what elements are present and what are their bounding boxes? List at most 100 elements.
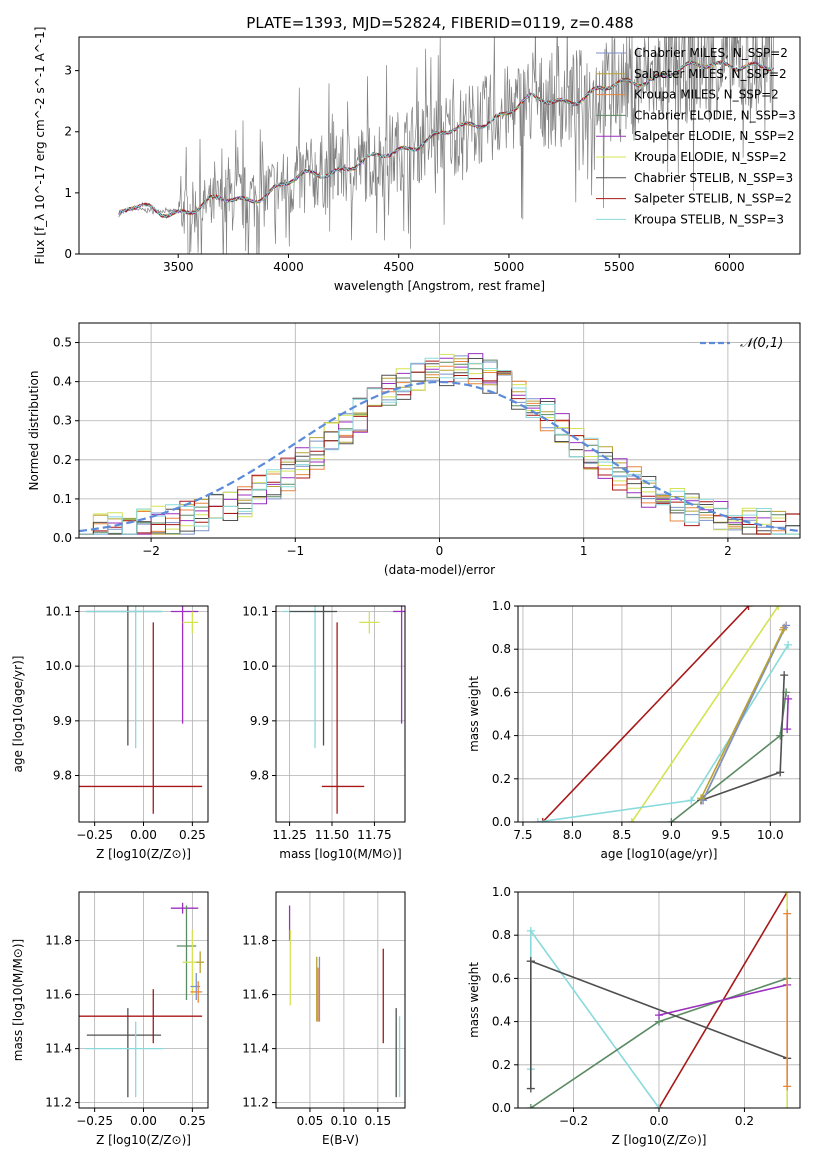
errorbar-point <box>282 606 333 749</box>
chart-age-vs-mass: 11.25 11.50 11.75 9.8 9.9 10.0 10.1 mass [log10… <box>242 579 406 861</box>
x-tick-label: 11.75 <box>357 828 391 842</box>
y-tick-label: 11.6 <box>45 988 72 1002</box>
chart-mass-vs-EBV: 0.05 0.10 0.15 11.2 11.4 11.6 11.8 E(B-V) <box>242 891 406 1147</box>
x-axis-label: E(B-V) <box>322 1133 359 1147</box>
weight-marker <box>526 1104 535 1108</box>
y-tick-label: 0.4 <box>492 729 511 743</box>
x-tick-label: −0.25 <box>76 828 113 842</box>
weight-marker <box>538 818 547 822</box>
x-tick-label: 0.00 <box>130 1114 157 1128</box>
y-tick-label: 0 <box>64 247 72 261</box>
errorbar-point <box>192 579 200 601</box>
legend-entry: Kroupa MILES, N_SSP=2 <box>634 88 779 102</box>
weight-marker <box>783 725 792 734</box>
weight-marker <box>526 926 535 935</box>
errorbar-point <box>190 981 203 1003</box>
y-tick-label: 0.2 <box>53 453 72 467</box>
x-tick-label: 0 <box>436 544 444 558</box>
plot-area <box>526 892 792 1108</box>
y-tick-label: 0.0 <box>492 1101 511 1115</box>
axes-frame <box>275 891 406 1109</box>
errorbar-point <box>393 606 405 724</box>
x-tick-label: 0.0 <box>649 1114 668 1128</box>
weight-marker <box>687 796 696 805</box>
y-tick-label: 11.2 <box>242 1096 269 1110</box>
legend-entry: 𝒩(0,1) <box>740 336 783 351</box>
x-tick-label: 8.0 <box>563 828 582 842</box>
weight-marker <box>783 1082 792 1091</box>
y-tick-label: 0.2 <box>492 1058 511 1072</box>
weight-marker <box>783 1104 792 1108</box>
errorbar-point <box>349 579 359 601</box>
legend-entry: Kroupa ELODIE, N_SSP=2 <box>634 150 787 164</box>
weight-marker <box>697 794 706 803</box>
errorbar-point <box>84 606 164 749</box>
chart-title: PLATE=1393, MJD=52824, FIBERID=0119, z=0… <box>246 14 633 32</box>
weight-marker <box>776 731 785 740</box>
y-tick-label: 10.0 <box>242 659 269 673</box>
y-tick-label: 10.0 <box>45 659 72 673</box>
y-axis-label: Flux [f_λ 10^-17 erg cm^-2 s^-1 A^-1] <box>33 27 47 265</box>
axes-frame <box>78 36 801 255</box>
errorbar-point <box>196 584 204 606</box>
plot-area <box>533 606 793 822</box>
errorbar-point <box>79 989 203 1044</box>
errorbar-point <box>196 951 205 973</box>
y-tick-label: 0.0 <box>53 531 72 545</box>
errorbar-point <box>79 622 203 814</box>
axes-frame <box>517 605 801 823</box>
x-tick-label: −2 <box>142 544 160 558</box>
weight-marker <box>783 892 792 896</box>
plot-area <box>288 905 401 1098</box>
data-spectrum <box>118 37 774 254</box>
x-axis-label: Z [log10(Z/Z⊙)] <box>96 847 191 861</box>
x-tick-label: 0.00 <box>130 828 157 842</box>
y-tick-label: 1.0 <box>492 599 511 613</box>
x-tick-label: 4000 <box>273 260 304 274</box>
legend-entry: Kroupa STELIB, N_SSP=3 <box>634 212 784 226</box>
weight-marker <box>784 640 793 649</box>
plot-area <box>282 579 405 814</box>
y-tick-label: 0.3 <box>53 414 72 428</box>
chart-age-vs-Z: −0.25 0.00 0.25 9.8 9.9 10.0 10.1 Z [log10(Z/Z⊙… <box>11 568 209 861</box>
x-tick-label: 0.10 <box>331 1114 358 1128</box>
x-tick-label: 10.0 <box>757 828 784 842</box>
x-tick-label: −0.2 <box>559 1114 588 1128</box>
weight-marker <box>655 1011 663 1020</box>
x-tick-label: 0.25 <box>179 1114 206 1128</box>
legend: Chabrier MILES, N_SSP=2 Salpeter MILES, N… <box>596 46 796 226</box>
y-tick-label: 0.1 <box>53 492 72 506</box>
y-tick-label: 0.4 <box>53 375 72 389</box>
chart-weight-vs-Z: −0.2 0.0 0.2 0.0 0.2 0.4 0.6 0.8 1.0 Z [log10(Z/Z… <box>467 885 801 1147</box>
errorbar-point <box>347 579 355 601</box>
y-tick-label: 11.4 <box>242 1042 269 1056</box>
errorbar-point <box>182 611 199 634</box>
weight-line <box>537 644 789 822</box>
x-tick-label: 4500 <box>383 260 414 274</box>
y-tick-label: 2 <box>64 125 72 139</box>
weight-marker <box>784 694 793 703</box>
legend-entry: Salpeter STELIB, N_SSP=2 <box>634 192 792 206</box>
errorbar-point <box>368 584 375 606</box>
chart-residuals: −2 −1 0 1 2 0.0 0.1 0.2 0.3 0.4 0.5 (data-model)/er… <box>27 322 801 577</box>
y-tick-label: 0.6 <box>492 971 511 985</box>
x-tick-label: 5000 <box>494 260 525 274</box>
axes-frame <box>275 605 406 823</box>
weight-marker <box>780 671 789 680</box>
weight-marker <box>627 818 636 822</box>
x-tick-label: 3500 <box>163 260 194 274</box>
y-tick-label: 0.4 <box>492 1015 511 1029</box>
x-axis-label: age [log10(age/yr)] <box>601 847 718 861</box>
y-tick-label: 0.0 <box>492 815 511 829</box>
weight-marker <box>667 818 676 822</box>
x-axis-label: mass [log10(M/M⊙)] <box>279 847 401 861</box>
errorbar-point <box>321 622 365 814</box>
figure-title: PLATE=1393, MJD=52824, FIBERID=0119, z=0… <box>246 14 633 32</box>
x-tick-label: −1 <box>286 544 304 558</box>
x-tick-label: 1 <box>580 544 588 558</box>
weight-line <box>700 675 785 802</box>
y-axis-label: mass [log10(M/M⊙)] <box>11 939 25 1061</box>
chart-mass-vs-Z: −0.25 0.00 0.25 11.2 11.4 11.6 11.8 Z [log10(Z/… <box>11 891 209 1147</box>
y-tick-label: 0.2 <box>492 772 511 786</box>
errorbar-point <box>187 568 201 595</box>
